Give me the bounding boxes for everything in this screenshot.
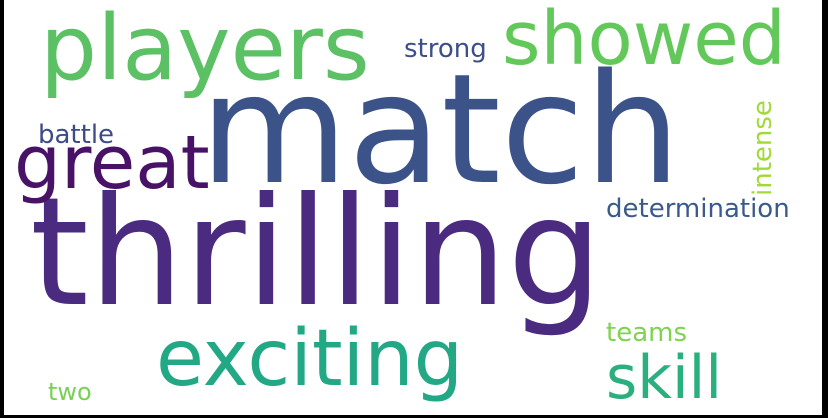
word-thrilling: thrilling (30, 166, 603, 340)
word-match: match (200, 41, 681, 218)
word-two: two (48, 378, 92, 406)
word-determination: determination (606, 194, 790, 224)
word-battle: battle (38, 120, 115, 150)
word-skill: skill (606, 343, 723, 413)
word-teams: teams (606, 318, 687, 348)
word-strong: strong (404, 34, 487, 64)
word-intense: intense (748, 100, 778, 196)
word-showed: showed (502, 0, 786, 82)
word-players: players (40, 0, 370, 101)
word-exciting: exciting (156, 314, 464, 404)
word-great: great (14, 120, 210, 206)
